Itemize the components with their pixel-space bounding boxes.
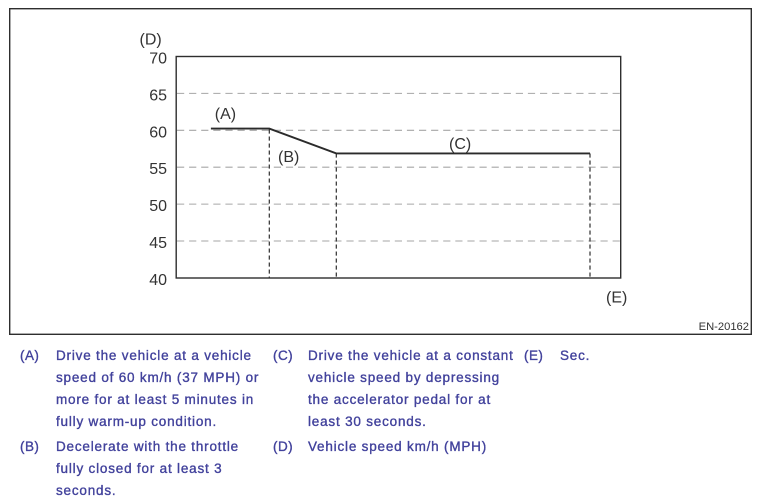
svg-text:70: 70 bbox=[149, 51, 167, 68]
svg-text:(C): (C) bbox=[449, 136, 471, 153]
svg-text:55: 55 bbox=[149, 161, 167, 178]
svg-text:65: 65 bbox=[149, 87, 167, 104]
svg-text:(D): (D) bbox=[140, 31, 162, 48]
svg-text:45: 45 bbox=[149, 235, 167, 252]
svg-text:(E): (E) bbox=[606, 289, 627, 306]
svg-text:EN-20162: EN-20162 bbox=[699, 321, 749, 333]
svg-text:(B): (B) bbox=[278, 149, 299, 166]
svg-text:(A): (A) bbox=[215, 106, 236, 123]
svg-text:60: 60 bbox=[149, 124, 167, 141]
svg-text:50: 50 bbox=[149, 198, 167, 215]
svg-text:40: 40 bbox=[149, 272, 167, 289]
